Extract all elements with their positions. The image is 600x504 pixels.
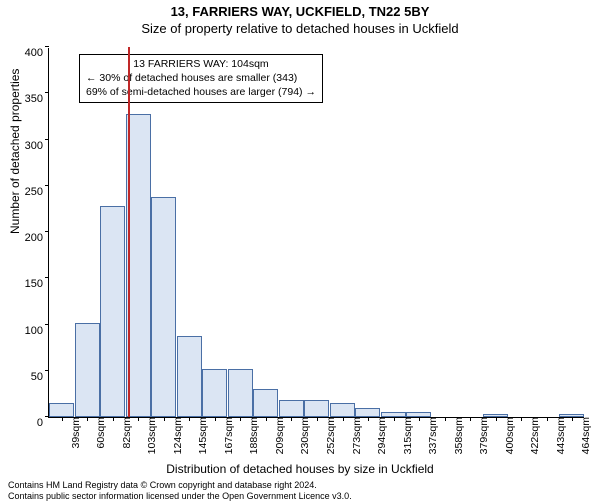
- x-tick-mark: [445, 417, 446, 421]
- histogram-bar: [279, 400, 304, 417]
- y-tick-label: 400: [25, 47, 49, 59]
- x-axis-label: Distribution of detached houses by size …: [0, 462, 600, 476]
- x-tick-mark: [521, 417, 522, 421]
- chart-container: 13 FARRIERS WAY: 104sqm ← 30% of detache…: [48, 48, 584, 418]
- x-tick-mark: [266, 417, 267, 421]
- y-tick-label: 50: [31, 371, 49, 383]
- x-tick-label: 252sqm: [321, 417, 337, 454]
- x-tick-label: 400sqm: [500, 417, 516, 454]
- histogram-bar: [202, 369, 227, 417]
- y-tick-label: 300: [25, 140, 49, 152]
- y-tick-label: 0: [37, 417, 49, 429]
- histogram-bar: [177, 336, 202, 417]
- x-tick-label: 188sqm: [244, 417, 260, 454]
- x-tick-label: 464sqm: [576, 417, 592, 454]
- histogram-bar: [304, 400, 329, 417]
- x-tick-label: 145sqm: [193, 417, 209, 454]
- x-tick-mark: [291, 417, 292, 421]
- y-tick-label: 150: [25, 278, 49, 290]
- x-tick-label: 82sqm: [117, 417, 133, 449]
- x-tick-label: 422sqm: [525, 417, 541, 454]
- x-tick-label: 315sqm: [398, 417, 414, 454]
- histogram-bar: [75, 323, 100, 417]
- x-tick-mark: [419, 417, 420, 421]
- x-tick-mark: [113, 417, 114, 421]
- x-tick-mark: [317, 417, 318, 421]
- x-tick-mark: [138, 417, 139, 421]
- y-tick-mark: [45, 185, 49, 186]
- x-tick-mark: [547, 417, 548, 421]
- x-tick-mark: [394, 417, 395, 421]
- y-tick-label: 200: [25, 232, 49, 244]
- y-tick-mark: [45, 139, 49, 140]
- x-tick-mark: [189, 417, 190, 421]
- y-tick-mark: [45, 370, 49, 371]
- x-tick-label: 209sqm: [270, 417, 286, 454]
- histogram-bar: [253, 389, 278, 417]
- x-tick-label: 60sqm: [91, 417, 107, 449]
- histogram-bar: [151, 197, 176, 417]
- x-tick-label: 124sqm: [168, 417, 184, 454]
- info-line3: 69% of semi-detached houses are larger (…: [86, 85, 316, 99]
- x-tick-label: 230sqm: [295, 417, 311, 454]
- footer-line1: Contains HM Land Registry data © Crown c…: [8, 480, 352, 491]
- page-title: 13, FARRIERS WAY, UCKFIELD, TN22 5BY: [0, 4, 600, 19]
- y-tick-mark: [45, 46, 49, 47]
- x-tick-label: 443sqm: [551, 417, 567, 454]
- x-tick-label: 273sqm: [347, 417, 363, 454]
- x-tick-label: 39sqm: [66, 417, 82, 449]
- x-tick-label: 379sqm: [474, 417, 490, 454]
- y-tick-mark: [45, 277, 49, 278]
- property-marker-line: [128, 47, 130, 417]
- histogram-bar: [355, 408, 380, 417]
- x-tick-label: 167sqm: [219, 417, 235, 454]
- histogram-bar: [330, 403, 355, 417]
- histogram-bar: [228, 369, 253, 417]
- x-tick-label: 337sqm: [423, 417, 439, 454]
- y-tick-mark: [45, 231, 49, 232]
- x-tick-mark: [62, 417, 63, 421]
- x-tick-mark: [368, 417, 369, 421]
- histogram-bar: [100, 206, 125, 417]
- x-tick-mark: [572, 417, 573, 421]
- info-line2: ← 30% of detached houses are smaller (34…: [86, 71, 316, 85]
- y-tick-label: 350: [25, 93, 49, 105]
- x-tick-mark: [496, 417, 497, 421]
- info-box: 13 FARRIERS WAY: 104sqm ← 30% of detache…: [79, 54, 323, 103]
- y-tick-mark: [45, 324, 49, 325]
- y-axis-label: Number of detached properties: [8, 69, 22, 234]
- x-tick-mark: [164, 417, 165, 421]
- footer-attribution: Contains HM Land Registry data © Crown c…: [8, 480, 352, 502]
- x-tick-label: 103sqm: [142, 417, 158, 454]
- x-tick-mark: [240, 417, 241, 421]
- x-tick-label: 294sqm: [372, 417, 388, 454]
- x-tick-label: 358sqm: [449, 417, 465, 454]
- footer-line2: Contains public sector information licen…: [8, 491, 352, 502]
- x-tick-mark: [470, 417, 471, 421]
- x-tick-mark: [343, 417, 344, 421]
- page-subtitle: Size of property relative to detached ho…: [0, 21, 600, 36]
- plot-area: 13 FARRIERS WAY: 104sqm ← 30% of detache…: [48, 48, 584, 418]
- histogram-bar: [49, 403, 74, 417]
- y-tick-label: 250: [25, 186, 49, 198]
- y-tick-mark: [45, 92, 49, 93]
- info-line1: 13 FARRIERS WAY: 104sqm: [86, 57, 316, 71]
- y-tick-label: 100: [25, 325, 49, 337]
- x-tick-mark: [215, 417, 216, 421]
- x-tick-mark: [87, 417, 88, 421]
